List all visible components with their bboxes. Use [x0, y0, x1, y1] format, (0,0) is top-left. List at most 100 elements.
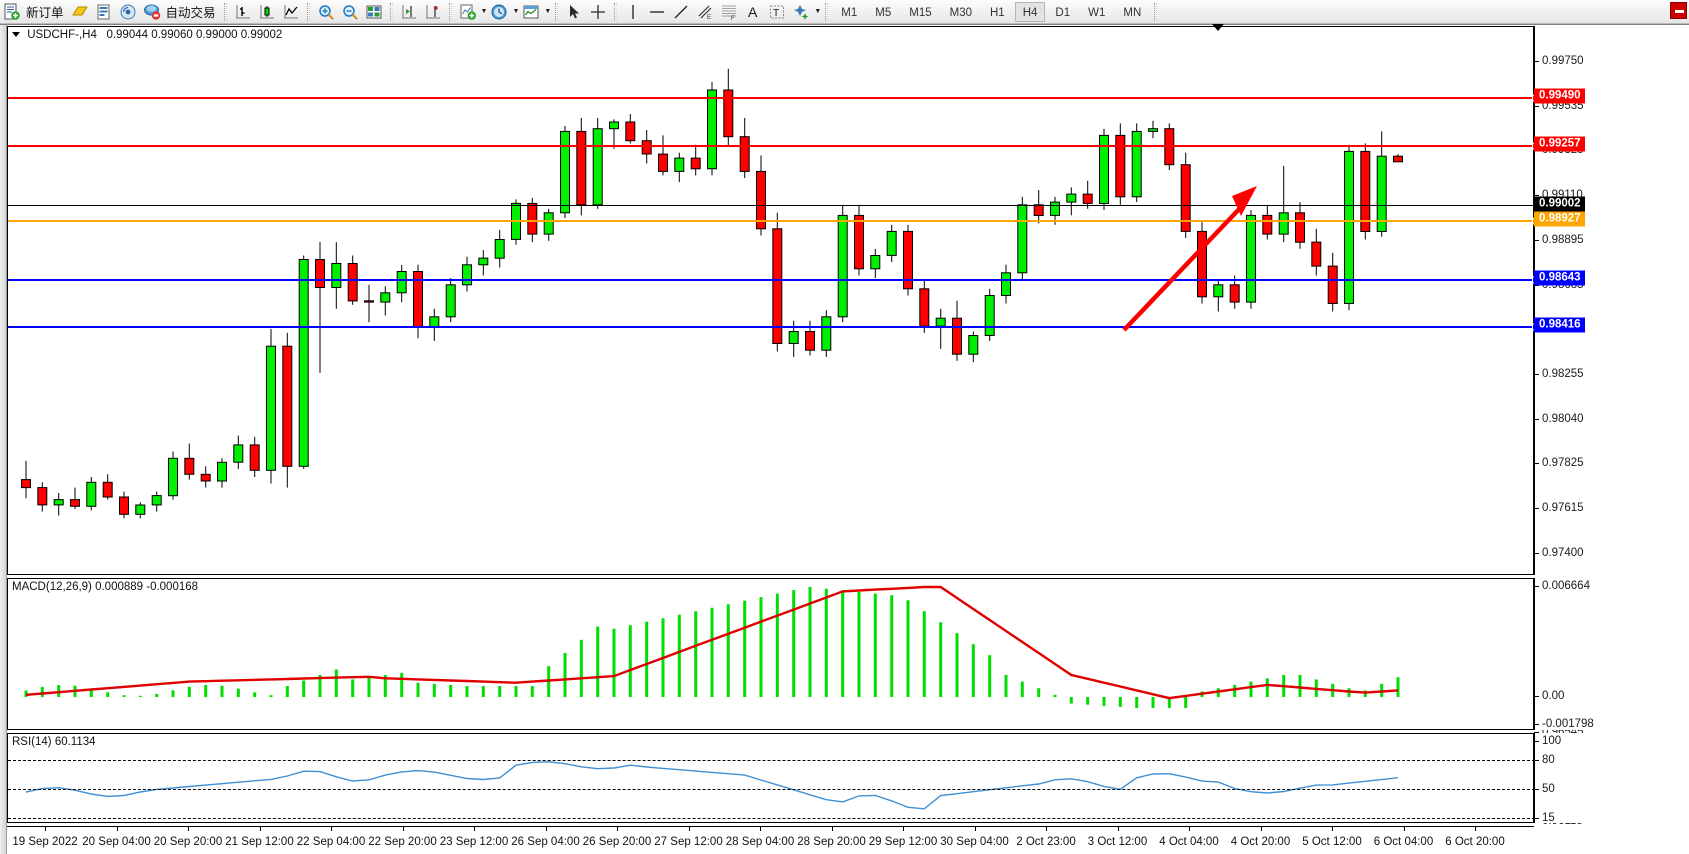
period-caret-icon[interactable]: ▼	[512, 8, 520, 15]
expert-advisors-button[interactable]	[69, 1, 91, 23]
rsi-axis-line	[1534, 733, 1535, 823]
time-tick	[974, 827, 976, 831]
auto-trading-button[interactable]	[141, 1, 163, 23]
uptrend-arrow-icon[interactable]	[1116, 182, 1266, 337]
axis-tick-label: 0.97825	[1542, 457, 1584, 469]
price-tag-pivot[interactable]: 0.98927	[1534, 211, 1585, 227]
timeframe-w1[interactable]: W1	[1088, 6, 1106, 19]
level-line-resistance-2[interactable]	[8, 94, 1539, 102]
auto-scroll-button[interactable]	[422, 1, 444, 23]
indicators-caret-icon[interactable]: ▼	[480, 8, 488, 15]
axis-tick	[1534, 285, 1539, 286]
axis-tick	[1534, 419, 1539, 420]
zoom-out-icon	[341, 3, 359, 21]
level-line-pivot[interactable]	[8, 217, 1539, 225]
objects-button[interactable]	[790, 1, 812, 23]
timeframe-m1[interactable]: M1	[841, 6, 858, 19]
time-axis-label: 2 Oct 23:00	[1016, 836, 1076, 848]
toolbar-separator-1	[223, 2, 227, 21]
axis-tick-label: 0.98895	[1542, 234, 1584, 246]
timeframe-h4[interactable]: H4	[1014, 1, 1046, 22]
zoom-in-button[interactable]	[315, 1, 337, 23]
indicators-button[interactable]	[457, 1, 479, 23]
rsi-series	[25, 761, 1399, 810]
rsi-level-50	[8, 789, 1535, 790]
axis-tick	[1534, 463, 1539, 464]
data-window-icon	[95, 3, 113, 21]
level-line-support-1[interactable]	[8, 276, 1539, 284]
macd-axis[interactable]: 0.006664 0.00 -0.001798	[1534, 578, 1689, 730]
rsi-level-80	[8, 760, 1535, 761]
svg-text:E: E	[707, 15, 711, 21]
price-axis[interactable]: 0.997500.995350.993250.991100.988950.986…	[1534, 26, 1689, 827]
price-tag-support-2[interactable]: 0.98416	[1534, 317, 1585, 333]
level-line-resistance-1[interactable]	[8, 142, 1539, 150]
chart-scrollbar[interactable]	[0, 25, 7, 854]
trendline-icon	[672, 3, 690, 21]
new-order-label[interactable]: 新订单	[26, 6, 64, 20]
time-axis-label: 21 Sep 12:00	[225, 836, 294, 848]
price-tag-resistance-2[interactable]: 0.99490	[1534, 88, 1585, 104]
time-tick	[188, 827, 189, 831]
axis-tick	[1534, 818, 1539, 819]
text-button[interactable]: A	[742, 1, 764, 23]
text-label-button[interactable]: T	[766, 1, 788, 23]
timeframe-d1[interactable]: D1	[1055, 6, 1071, 19]
timeframe-m5[interactable]: M5	[875, 6, 892, 19]
axis-tick	[1534, 696, 1539, 697]
horizontal-line-button[interactable]	[646, 1, 668, 23]
macd-axis-line	[1534, 578, 1535, 730]
axis-tick-label: 0.00	[1542, 690, 1565, 702]
macd-pane[interactable]: MACD(12,26,9) 0.000889 -0.000168	[7, 578, 1534, 730]
price-pane[interactable]: USDCHF-,H4 0.99044 0.99060 0.99000 0.990…	[7, 26, 1539, 575]
time-axis-label: 5 Oct 12:00	[1302, 836, 1362, 848]
timeframe-h1[interactable]: H1	[990, 6, 1005, 19]
crosshair-button[interactable]	[587, 1, 609, 23]
time-tick	[617, 827, 618, 831]
cursor-button[interactable]	[563, 1, 585, 23]
toolbar-separator-7	[825, 2, 829, 21]
time-tick	[45, 827, 46, 831]
timeframe-m30[interactable]: M30	[949, 6, 972, 19]
objects-caret-icon[interactable]: ▼	[814, 8, 822, 15]
auto-scroll-icon	[424, 3, 442, 21]
templates-caret-icon[interactable]: ▼	[544, 8, 552, 15]
axis-tick-label: 0.98255	[1542, 368, 1584, 380]
clock-icon	[490, 3, 508, 21]
time-axis[interactable]: 19 Sep 2022 20 Sep 04:00 20 Sep 20:00 21 Se…	[7, 826, 1534, 854]
auto-trading-label[interactable]: 自动交易	[165, 6, 216, 20]
axis-tick	[1534, 61, 1539, 62]
vertical-line-icon	[624, 3, 642, 21]
axis-tick-label: 50	[1542, 783, 1555, 795]
time-tick	[1046, 827, 1047, 831]
vertical-line-button[interactable]	[622, 1, 644, 23]
fibonacci-button[interactable]: F	[718, 1, 740, 23]
templates-button[interactable]	[520, 1, 542, 23]
bar-chart-button[interactable]	[232, 1, 254, 23]
rsi-level-15	[8, 818, 1535, 819]
new-order-button[interactable]	[1, 1, 23, 23]
candlestick-chart-button[interactable]	[256, 1, 278, 23]
collapse-triangle-icon[interactable]	[12, 32, 20, 38]
cursor-arrow-icon	[565, 3, 583, 21]
rsi-axis[interactable]: 100 80 50 15	[1534, 733, 1689, 824]
time-tick	[1475, 827, 1476, 831]
timeframe-mn[interactable]: MN	[1123, 6, 1142, 19]
equidistant-channel-button[interactable]: E	[694, 1, 716, 23]
navigator-button[interactable]	[117, 1, 139, 23]
level-line-support-2[interactable]	[8, 323, 1539, 331]
data-window-button[interactable]	[93, 1, 115, 23]
axis-tick	[1534, 760, 1539, 761]
line-chart-button[interactable]	[280, 1, 302, 23]
price-tag-resistance-1[interactable]: 0.99257	[1534, 136, 1585, 152]
tile-windows-button[interactable]	[363, 1, 385, 23]
timeframe-m15[interactable]: M15	[909, 6, 932, 19]
close-chart-icon[interactable]	[1670, 2, 1687, 19]
rsi-pane[interactable]: RSI(14) 60.1134	[7, 733, 1535, 823]
price-tag-support-1[interactable]: 0.98643	[1534, 270, 1585, 286]
zoom-out-button[interactable]	[339, 1, 361, 23]
trendline-button[interactable]	[670, 1, 692, 23]
period-button[interactable]	[488, 1, 510, 23]
axis-tick	[1534, 374, 1539, 375]
chart-shift-button[interactable]	[398, 1, 420, 23]
